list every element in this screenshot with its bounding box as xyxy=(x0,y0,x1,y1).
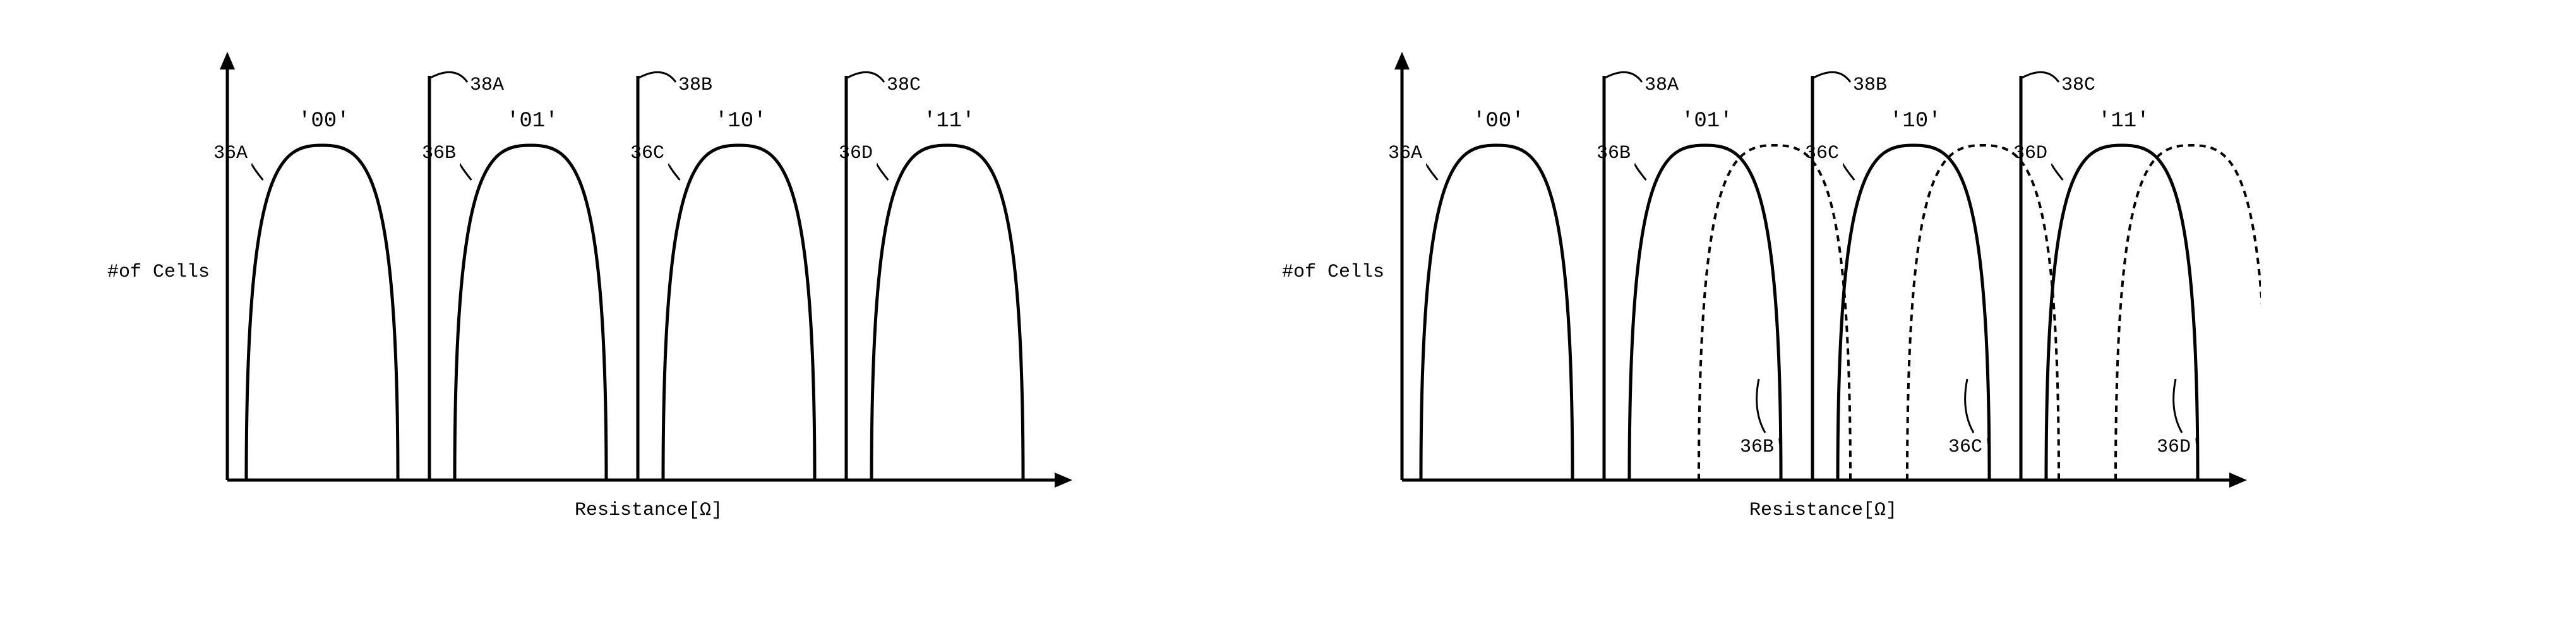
threshold-label-38B: 38B xyxy=(1853,75,1887,96)
threshold-label-38B: 38B xyxy=(678,75,712,96)
threshold-label-38A: 38A xyxy=(1644,75,1679,96)
curve-36C xyxy=(1838,145,1989,480)
threshold-leader-38C xyxy=(846,72,884,82)
threshold-label-38C: 38C xyxy=(887,75,921,96)
threshold-leader-38B xyxy=(638,72,676,82)
curve-label-36B: 36B xyxy=(422,143,456,164)
state-label-36B: '01' xyxy=(1681,109,1733,133)
drift-curve-36D' xyxy=(2116,145,2261,480)
drift-curve-36C' xyxy=(1907,145,2059,480)
y-axis-label: #of Cells xyxy=(1282,262,1384,283)
curve-36D xyxy=(872,145,1023,480)
threshold-leader-38B xyxy=(1812,72,1850,82)
curve-leader-36B xyxy=(1635,164,1646,180)
curve-label-36C: 36C xyxy=(630,143,664,164)
curve-leader-36D xyxy=(2052,164,2063,180)
drift-label-36B': 36B' xyxy=(1740,436,1785,458)
page-root: #of Cells Resistance[Ω] 38A 38B 38C '00' '01' '… xyxy=(0,0,2576,594)
drift-curve-36B' xyxy=(1699,145,1850,480)
curve-36D xyxy=(2046,145,2198,480)
drift-label-36C': 36C' xyxy=(1948,436,1994,458)
left-chart: #of Cells Resistance[Ω] 38A 38B 38C '00' '01' '… xyxy=(101,38,1086,556)
drift-leader-36C' xyxy=(1965,379,1974,433)
state-label-36A: '00' xyxy=(1473,109,1525,133)
curve-leader-36C xyxy=(669,164,680,180)
threshold-label-38A: 38A xyxy=(470,75,504,96)
curve-leader-36B xyxy=(460,164,471,180)
drift-label-36D': 36D' xyxy=(2157,436,2202,458)
left-chart-svg: #of Cells Resistance[Ω] 38A 38B 38C '00' '01' '… xyxy=(101,38,1086,556)
curve-36C xyxy=(663,145,815,480)
state-label-36D: '11' xyxy=(2098,109,2150,133)
state-label-36C: '10' xyxy=(1890,109,1941,133)
threshold-leader-38A xyxy=(1604,72,1642,82)
state-label-36D: '11' xyxy=(923,109,975,133)
curve-label-36D: 36D xyxy=(2013,143,2047,164)
drift-leader-36B' xyxy=(1757,379,1765,433)
drift-leader-36D' xyxy=(2174,379,2182,433)
curve-leader-36A xyxy=(1427,164,1437,180)
curve-36B xyxy=(1629,145,1781,480)
curve-36B xyxy=(455,145,606,480)
curve-label-36A: 36A xyxy=(213,143,248,164)
x-axis-label: Resistance[Ω] xyxy=(575,500,722,521)
state-label-36B: '01' xyxy=(506,109,558,133)
right-chart: #of Cells Resistance[Ω] 38A 38B 38C '00' '01' '… xyxy=(1276,38,2261,556)
curve-leader-36C xyxy=(1843,164,1854,180)
curve-36A xyxy=(246,145,398,480)
state-label-36C: '10' xyxy=(715,109,767,133)
curve-leader-36D xyxy=(877,164,888,180)
threshold-leader-38C xyxy=(2021,72,2059,82)
x-axis-label: Resistance[Ω] xyxy=(1749,500,1897,521)
y-axis-label: #of Cells xyxy=(107,262,210,283)
curve-label-36A: 36A xyxy=(1388,143,1422,164)
state-label-36A: '00' xyxy=(298,109,350,133)
curve-label-36D: 36D xyxy=(839,143,873,164)
threshold-leader-38A xyxy=(429,72,467,82)
threshold-label-38C: 38C xyxy=(2061,75,2095,96)
right-chart-svg: #of Cells Resistance[Ω] 38A 38B 38C '00' '01' '… xyxy=(1276,38,2261,556)
curve-36A xyxy=(1421,145,1573,480)
curve-leader-36A xyxy=(252,164,263,180)
curve-label-36B: 36B xyxy=(1597,143,1631,164)
curve-label-36C: 36C xyxy=(1805,143,1839,164)
